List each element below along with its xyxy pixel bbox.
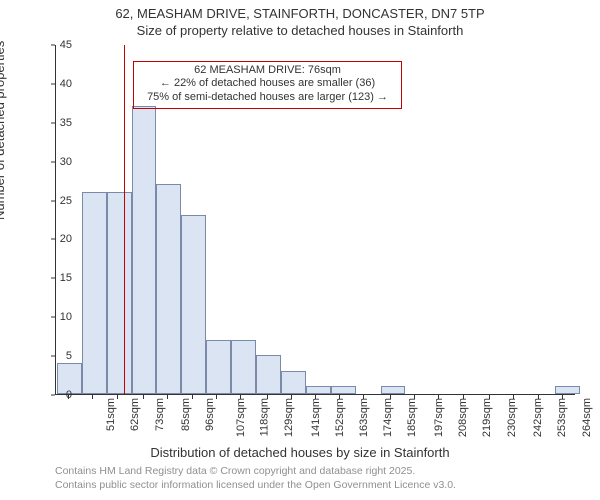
y-tick-mark [51, 395, 55, 396]
y-tick-label: 35 [42, 117, 72, 129]
x-tick-label: 197sqm [433, 398, 445, 437]
x-tick-label: 62sqm [129, 398, 141, 431]
x-tick-label: 129sqm [283, 398, 295, 437]
x-tick-label: 230sqm [506, 398, 518, 437]
x-tick-mark [363, 395, 364, 399]
x-tick-label: 152sqm [334, 398, 346, 437]
x-tick-mark [463, 395, 464, 399]
plot-area: 62 MEASHAM DRIVE: 76sqm← 22% of detached… [55, 45, 575, 395]
y-tick-label: 15 [42, 272, 72, 284]
x-tick-label: 85sqm [180, 398, 192, 431]
annotation-line-3: 75% of semi-detached houses are larger (… [140, 91, 395, 105]
x-tick-mark [68, 395, 69, 399]
y-axis-label: Number of detached properties [0, 41, 7, 220]
x-tick-mark [513, 395, 514, 399]
histogram-bar [107, 192, 132, 394]
reference-line [124, 45, 125, 394]
x-tick-label: 73sqm [154, 398, 166, 431]
x-tick-mark [562, 395, 563, 399]
histogram-bar [231, 340, 256, 394]
x-tick-mark [240, 395, 241, 399]
histogram-bar [181, 215, 206, 394]
histogram-bar [82, 192, 107, 394]
y-tick-label: 20 [42, 233, 72, 245]
histogram-bar [381, 386, 406, 394]
y-tick-label: 5 [42, 350, 72, 362]
y-tick-mark [51, 122, 55, 123]
annotation-box: 62 MEASHAM DRIVE: 76sqm← 22% of detached… [133, 61, 402, 109]
x-tick-label: 163sqm [358, 398, 370, 437]
histogram-bar [281, 371, 306, 394]
x-tick-mark [92, 395, 93, 399]
x-tick-label: 242sqm [532, 398, 544, 437]
y-tick-mark [51, 356, 55, 357]
histogram-bar [306, 386, 331, 394]
annotation-line-2: ← 22% of detached houses are smaller (36… [140, 77, 395, 91]
x-tick-label: 51sqm [105, 398, 117, 431]
x-tick-label: 96sqm [204, 398, 216, 431]
x-tick-label: 118sqm [258, 398, 270, 436]
x-axis-label: Distribution of detached houses by size … [0, 445, 600, 460]
y-tick-label: 40 [42, 78, 72, 90]
x-tick-mark [414, 395, 415, 399]
histogram-bar [132, 106, 157, 394]
y-tick-mark [51, 317, 55, 318]
x-tick-label: 253sqm [556, 398, 568, 437]
y-tick-label: 25 [42, 195, 72, 207]
y-tick-mark [51, 161, 55, 162]
x-tick-mark [291, 395, 292, 399]
x-tick-label: 208sqm [457, 398, 469, 437]
footer-line-1: Contains HM Land Registry data © Crown c… [55, 465, 415, 477]
x-tick-mark [143, 395, 144, 399]
title-line-1: 62, MEASHAM DRIVE, STAINFORTH, DONCASTER… [0, 6, 600, 21]
y-tick-label: 10 [42, 311, 72, 323]
x-tick-mark [192, 395, 193, 399]
x-tick-mark [339, 395, 340, 399]
y-tick-mark [51, 239, 55, 240]
y-tick-label: 45 [42, 39, 72, 51]
x-tick-mark [438, 395, 439, 399]
histogram-bar [206, 340, 231, 394]
x-tick-label: 107sqm [235, 398, 247, 437]
annotation-line-1: 62 MEASHAM DRIVE: 76sqm [140, 64, 395, 78]
y-tick-mark [51, 200, 55, 201]
x-tick-label: 185sqm [407, 398, 419, 437]
histogram-bar [555, 386, 580, 394]
footer-line-2: Contains public sector information licen… [55, 479, 456, 491]
x-tick-mark [489, 395, 490, 399]
x-tick-label: 174sqm [382, 398, 394, 437]
title-line-2: Size of property relative to detached ho… [0, 23, 600, 38]
histogram-bar [256, 355, 281, 394]
x-tick-mark [117, 395, 118, 399]
x-tick-label: 264sqm [581, 398, 593, 437]
x-tick-mark [315, 395, 316, 399]
x-tick-mark [390, 395, 391, 399]
x-tick-mark [167, 395, 168, 399]
y-tick-label: 30 [42, 156, 72, 168]
x-tick-mark [538, 395, 539, 399]
chart-container: 62, MEASHAM DRIVE, STAINFORTH, DONCASTER… [0, 0, 600, 500]
x-tick-mark [267, 395, 268, 399]
histogram-bar [156, 184, 181, 394]
x-tick-label: 141sqm [310, 398, 322, 437]
y-tick-mark [51, 278, 55, 279]
histogram-bar [331, 386, 356, 394]
y-tick-mark [51, 83, 55, 84]
x-tick-mark [216, 395, 217, 399]
x-tick-label: 219sqm [482, 398, 494, 437]
y-tick-mark [51, 45, 55, 46]
